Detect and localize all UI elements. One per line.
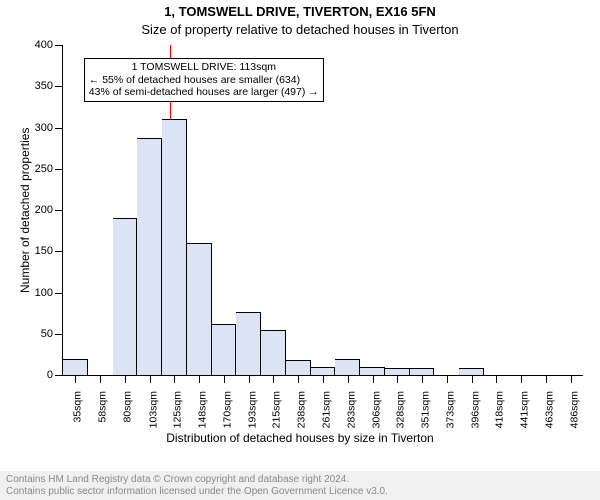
histogram-bar (335, 359, 360, 376)
y-tick (55, 210, 63, 211)
histogram-bar (459, 368, 484, 375)
x-axis-label: Distribution of detached houses by size … (0, 431, 600, 445)
x-tick-label: 125sqm (172, 391, 184, 428)
x-tick-label: 283sqm (345, 391, 357, 428)
footer-line-2: Contains public sector information licen… (6, 486, 594, 498)
x-tick (298, 375, 299, 383)
histogram-bar (385, 368, 410, 375)
x-tick (273, 375, 274, 383)
histogram-bar (137, 138, 162, 375)
y-tick-label: 0 (47, 369, 53, 381)
x-tick (75, 375, 76, 383)
y-tick (55, 334, 63, 335)
y-tick-label: 100 (35, 287, 53, 299)
y-tick (55, 293, 63, 294)
x-tick (323, 375, 324, 383)
x-tick-label: 193sqm (246, 391, 258, 428)
x-tick-label: 35sqm (72, 391, 84, 423)
x-tick (249, 375, 250, 383)
histogram-bar (212, 324, 237, 375)
histogram-bar (261, 330, 286, 375)
chart-title-line1: 1, TOMSWELL DRIVE, TIVERTON, EX16 5FN (0, 4, 600, 19)
y-tick-label: 50 (41, 328, 53, 340)
x-tick-label: 373sqm (444, 391, 456, 428)
annotation-box: 1 TOMSWELL DRIVE: 113sqm ← 55% of detach… (84, 58, 324, 102)
chart-container: { "title": { "line1": "1, TOMSWELL DRIVE… (0, 0, 600, 500)
plot-area: 1 TOMSWELL DRIVE: 113sqm ← 55% of detach… (62, 45, 583, 376)
histogram-bar (162, 119, 187, 375)
x-tick (472, 375, 473, 383)
x-tick (199, 375, 200, 383)
x-tick-label: 215sqm (271, 391, 283, 428)
y-tick (55, 375, 63, 376)
x-tick (373, 375, 374, 383)
x-tick (150, 375, 151, 383)
y-tick (55, 86, 63, 87)
footer-line-1: Contains HM Land Registry data © Crown c… (6, 474, 594, 486)
x-tick-label: 351sqm (419, 391, 431, 428)
histogram-bar (113, 218, 138, 375)
x-tick (174, 375, 175, 383)
x-tick (447, 375, 448, 383)
x-tick (546, 375, 547, 383)
x-tick-label: 486sqm (568, 391, 580, 428)
histogram-bar (236, 312, 261, 375)
histogram-bar (286, 360, 311, 375)
x-tick-label: 170sqm (221, 391, 233, 428)
x-tick-label: 306sqm (370, 391, 382, 428)
x-tick (496, 375, 497, 383)
annotation-line-2: ← 55% of detached houses are smaller (63… (89, 74, 319, 87)
x-tick (348, 375, 349, 383)
x-tick (224, 375, 225, 383)
x-tick (125, 375, 126, 383)
y-tick-label: 200 (35, 204, 53, 216)
x-tick (521, 375, 522, 383)
y-tick (55, 169, 63, 170)
x-tick (397, 375, 398, 383)
x-tick-label: 463sqm (543, 391, 555, 428)
histogram-bar (410, 368, 435, 375)
x-tick-label: 80sqm (121, 391, 133, 423)
y-axis-label: Number of detached properties (18, 127, 32, 292)
histogram-bar (311, 367, 336, 375)
annotation-line-1: 1 TOMSWELL DRIVE: 113sqm (89, 61, 319, 74)
x-tick (100, 375, 101, 383)
x-tick-label: 261sqm (320, 391, 332, 428)
histogram-bar (187, 243, 212, 375)
x-tick-label: 441sqm (518, 391, 530, 428)
x-tick (571, 375, 572, 383)
y-tick (55, 128, 63, 129)
x-tick-label: 58sqm (97, 391, 109, 423)
histogram-bar (360, 367, 385, 375)
footer: Contains HM Land Registry data © Crown c… (0, 471, 600, 500)
x-tick-label: 328sqm (395, 391, 407, 428)
histogram-bar (63, 359, 88, 376)
x-tick (422, 375, 423, 383)
x-tick-label: 148sqm (197, 391, 209, 428)
y-tick-label: 350 (35, 80, 53, 92)
y-tick (55, 45, 63, 46)
x-tick-label: 418sqm (494, 391, 506, 428)
y-tick-label: 400 (35, 39, 53, 51)
x-tick-label: 238sqm (296, 391, 308, 428)
x-tick-label: 103sqm (147, 391, 159, 428)
chart-title-line2: Size of property relative to detached ho… (0, 22, 600, 37)
x-tick-label: 396sqm (469, 391, 481, 428)
y-tick-label: 300 (35, 122, 53, 134)
annotation-line-3: 43% of semi-detached houses are larger (… (89, 86, 319, 99)
y-tick (55, 251, 63, 252)
y-tick-label: 150 (35, 245, 53, 257)
y-tick-label: 250 (35, 163, 53, 175)
